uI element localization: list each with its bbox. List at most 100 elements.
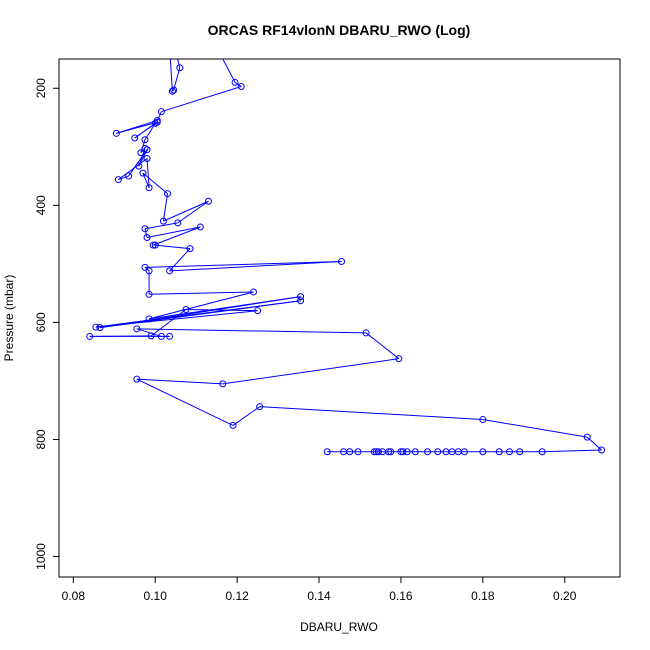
data-point [137, 149, 145, 157]
data-point [133, 325, 141, 333]
x-tick-label: 0.18 [471, 589, 495, 603]
data-point [254, 307, 262, 315]
series-segment [95, 310, 258, 328]
data-point [237, 83, 245, 91]
data-point [323, 448, 331, 456]
data-point [370, 448, 378, 456]
series-segment [134, 122, 156, 139]
data-point [256, 403, 264, 411]
series-segment [232, 406, 260, 426]
series-segment [169, 59, 173, 92]
series-segment [542, 449, 602, 453]
series-segment [172, 89, 175, 92]
series-segment [259, 406, 483, 421]
data-point [166, 332, 174, 340]
x-axis: 0.08 0.10 0.12 0.14 0.16 0.18 0.20 [62, 576, 577, 603]
data-point [166, 267, 174, 275]
data-point [374, 448, 382, 456]
data-point [96, 324, 104, 332]
data-point [157, 108, 165, 116]
x-tick-label: 0.08 [62, 589, 86, 603]
series-segment [146, 226, 201, 239]
data-point [186, 245, 194, 253]
series-segment [161, 86, 242, 113]
data-point [297, 297, 305, 305]
chart-title: ORCAS RF14vlonN DBARU_RWO (Log) [208, 22, 471, 38]
data-point [170, 86, 178, 94]
data-point [229, 421, 237, 429]
data-point [151, 241, 159, 249]
plot-area [86, 59, 606, 456]
data-point [340, 448, 348, 456]
data-point [145, 290, 153, 298]
data-point [143, 155, 151, 163]
data-point [131, 134, 139, 142]
x-tick-label: 0.12 [225, 589, 249, 603]
data-point [297, 293, 305, 301]
data-point [399, 448, 407, 456]
series-segment [136, 328, 162, 337]
y-tick-label: 600 [34, 312, 48, 332]
series-segment [163, 200, 209, 222]
series-segment [169, 248, 191, 272]
y-tick-label: 400 [34, 195, 48, 215]
series-segment [222, 358, 399, 385]
series-segment [144, 222, 178, 230]
data-point [598, 446, 606, 454]
y-axis-label: Pressure (mbar) [2, 275, 16, 362]
data-point [196, 223, 204, 231]
data-point [387, 448, 395, 456]
series-segment [153, 226, 201, 246]
data-point [495, 448, 503, 456]
data-point [411, 448, 419, 456]
data-point [147, 332, 155, 340]
data-point [250, 288, 258, 296]
y-axis: 200 400 600 800 1000 [34, 78, 60, 570]
data-point [442, 448, 450, 456]
series-segment [169, 261, 342, 272]
data-point [135, 162, 143, 170]
data-point [145, 267, 153, 275]
data-point [204, 197, 212, 205]
data-point [141, 263, 149, 271]
data-point [141, 136, 149, 144]
data-point [479, 416, 487, 424]
y-tick-label: 800 [34, 429, 48, 449]
series-segment [150, 309, 187, 337]
series-segment [234, 81, 242, 87]
x-axis-label: DBARU_RWO [300, 620, 378, 634]
data-point [143, 234, 151, 242]
data-point [149, 241, 157, 249]
data-point [338, 258, 346, 266]
x-tick-label: 0.20 [553, 589, 577, 603]
data-point [143, 146, 151, 154]
data-point [583, 433, 591, 441]
data-point [231, 78, 239, 86]
y-tick-label: 200 [34, 78, 48, 98]
series-segment [173, 67, 181, 91]
data-point [424, 448, 432, 456]
series-segment [144, 261, 342, 268]
data-point [372, 448, 380, 456]
data-point [397, 448, 405, 456]
data-point [139, 169, 147, 177]
data-point [538, 448, 546, 456]
data-point [182, 306, 190, 314]
series-segment [162, 193, 169, 222]
data-point [133, 375, 141, 383]
series-segment [149, 291, 254, 295]
y-tick-label: 1000 [34, 543, 48, 570]
series-segment [177, 200, 209, 224]
data-point [151, 119, 159, 127]
data-point [141, 225, 149, 233]
data-point [395, 355, 403, 363]
data-point [434, 448, 442, 456]
series-segment [146, 158, 150, 188]
data-point [479, 448, 487, 456]
x-tick-label: 0.10 [144, 589, 168, 603]
series-segment [142, 172, 168, 195]
series-segment [118, 175, 129, 181]
data-point [354, 448, 362, 456]
series-segment [155, 244, 191, 250]
x-tick-label: 0.16 [389, 589, 413, 603]
